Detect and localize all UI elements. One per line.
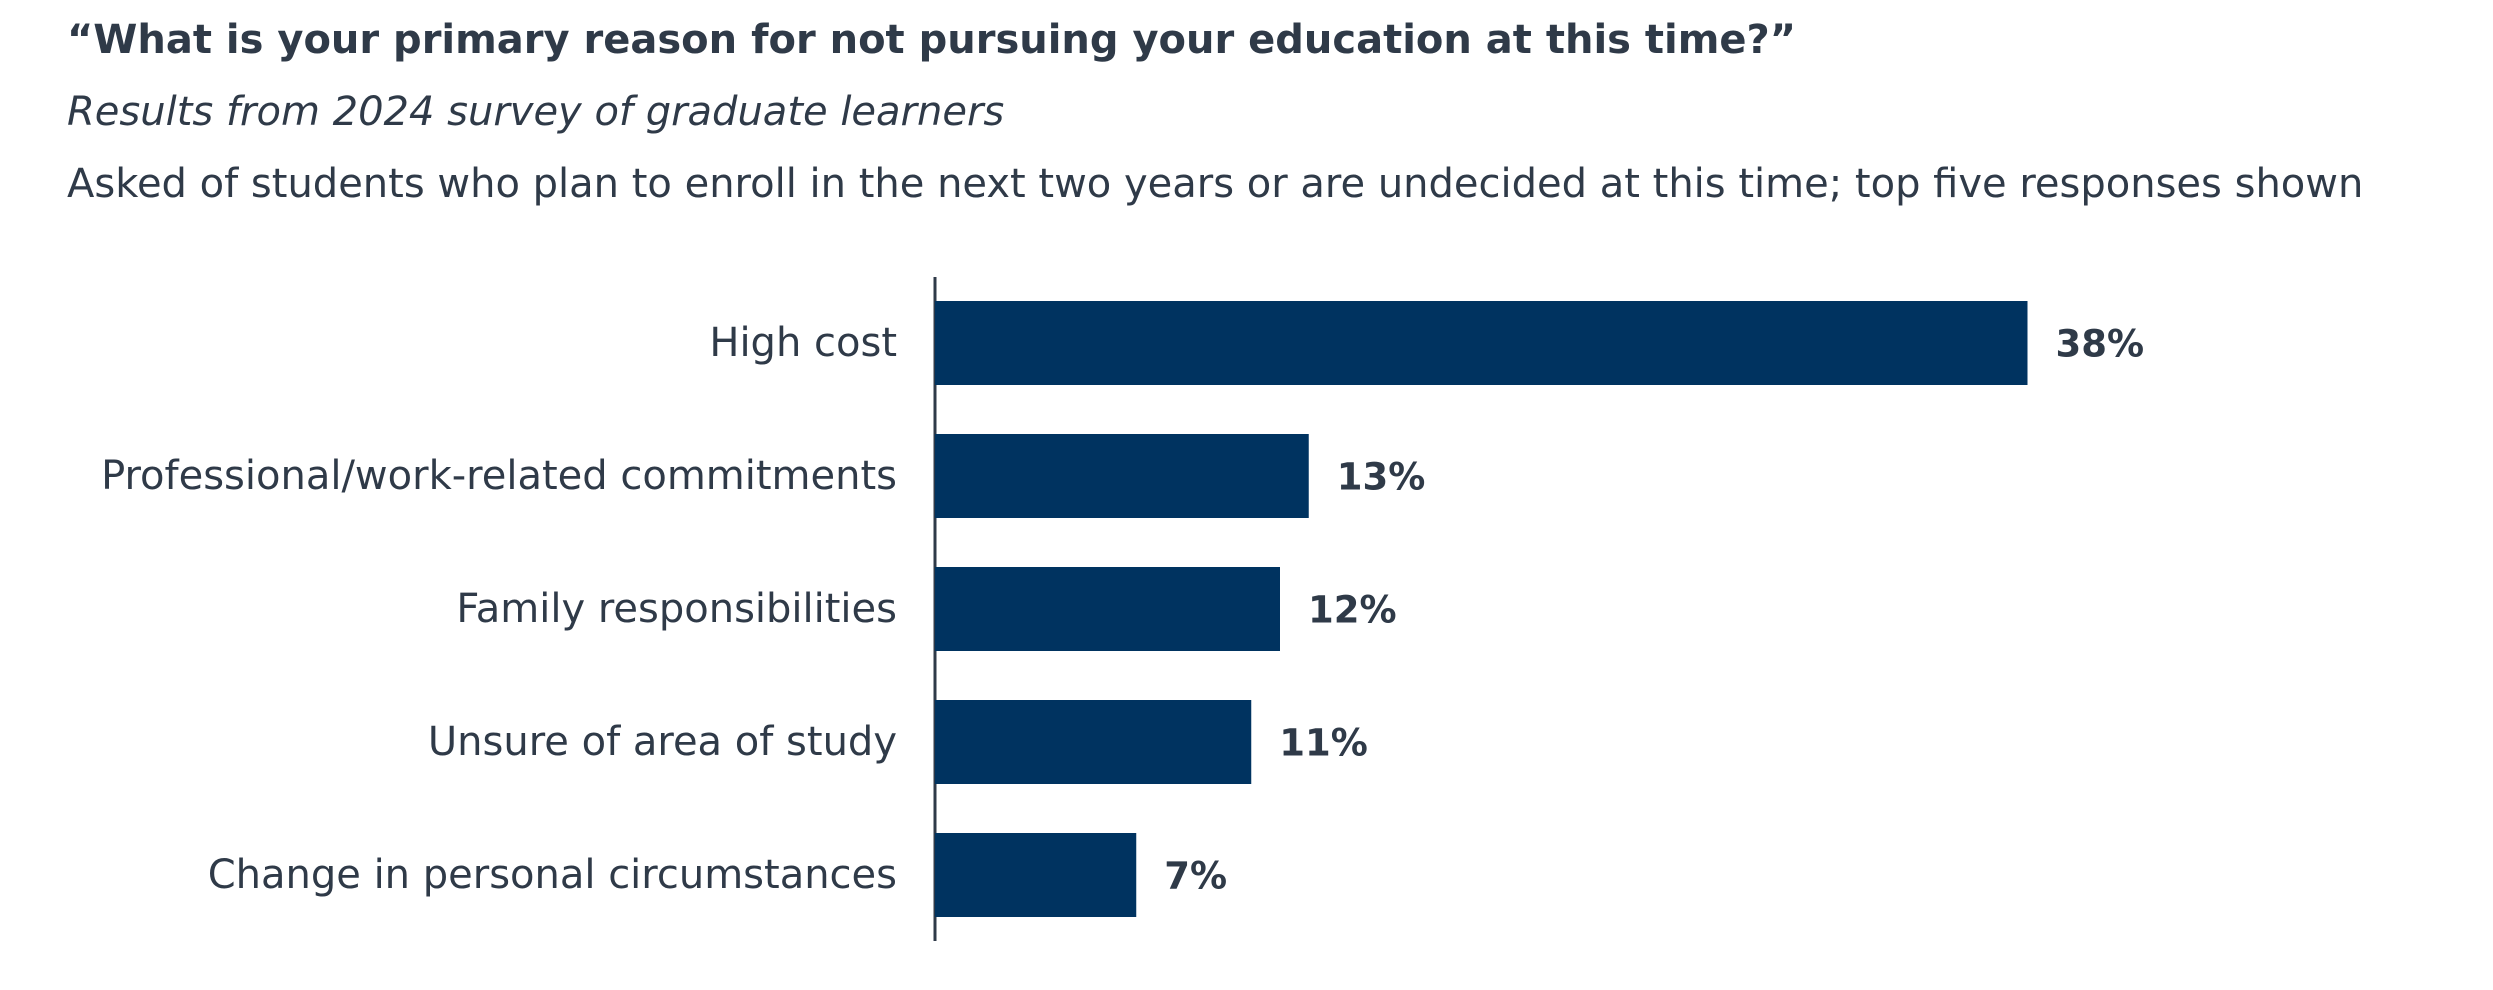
bar-unsure-of-area-of-study [935,700,1252,784]
value-label: 11% [1279,722,1368,765]
value-labels-group: 38% 13% 12% 11% 7% [1164,323,2144,898]
chart-title: “What is your primary reason for not pur… [67,17,1797,63]
chart-subtitle: Results from 2024 survey of graduate lea… [67,89,1005,135]
bar-high-cost [935,301,2028,385]
bars-group [935,301,2028,917]
category-label: Professional/work-related commitments [101,453,897,499]
value-label: 12% [1308,589,1397,632]
chart-note: Asked of students who plan to enroll in … [67,161,2364,207]
value-label: 13% [1337,456,1426,499]
category-labels-group: High cost Professional/work-related commi… [101,320,897,898]
category-label: High cost [709,320,897,366]
value-label: 7% [1164,855,1227,898]
category-label: Change in personal circumstances [208,852,897,898]
category-label: Family responsibilities [456,586,897,632]
bar-professional-work-related-commitments [935,434,1309,518]
bar-family-responsibilities [935,567,1280,651]
value-label: 38% [2056,323,2145,366]
category-label: Unsure of area of study [428,719,897,765]
bar-change-in-personal-circumstances [935,833,1137,917]
